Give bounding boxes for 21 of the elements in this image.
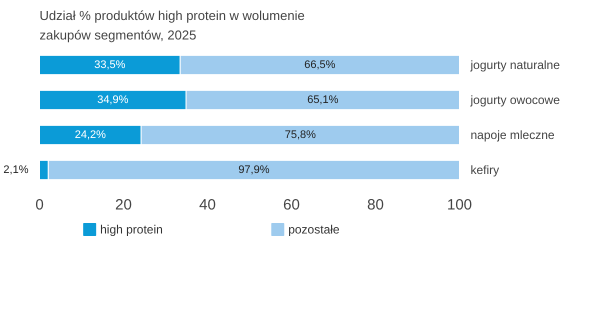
data-label: 24,2%	[74, 129, 106, 141]
data-label: 34,9%	[97, 94, 129, 106]
x-tick-label: 20	[115, 196, 132, 214]
y-tick-label: kefiry	[470, 163, 500, 177]
y-tick-label: jogurty owocowe	[470, 93, 560, 107]
chart-title: Udział % produktów high protein w wolumenie zakupów segmentów, 2025	[40, 8, 305, 42]
data-label: 2,1%	[3, 164, 29, 176]
x-tick-label: 80	[367, 196, 384, 214]
data-label: 75,8%	[284, 129, 316, 141]
y-tick-label: jogurty naturalne	[470, 58, 560, 72]
data-label: 33,5%	[94, 59, 126, 71]
x-tick-label: 40	[199, 196, 216, 214]
x-tick-label: 60	[283, 196, 300, 214]
data-label: 65,1%	[307, 94, 339, 106]
y-tick-label: napoje mleczne	[470, 128, 555, 142]
legend-label: pozostałe	[288, 222, 340, 236]
data-label: 97,9%	[238, 164, 270, 176]
x-tick-label: 0	[35, 196, 44, 214]
data-label: 66,5%	[304, 59, 336, 71]
legend-label: high protein	[100, 222, 163, 236]
x-tick-label: 100	[446, 196, 472, 214]
